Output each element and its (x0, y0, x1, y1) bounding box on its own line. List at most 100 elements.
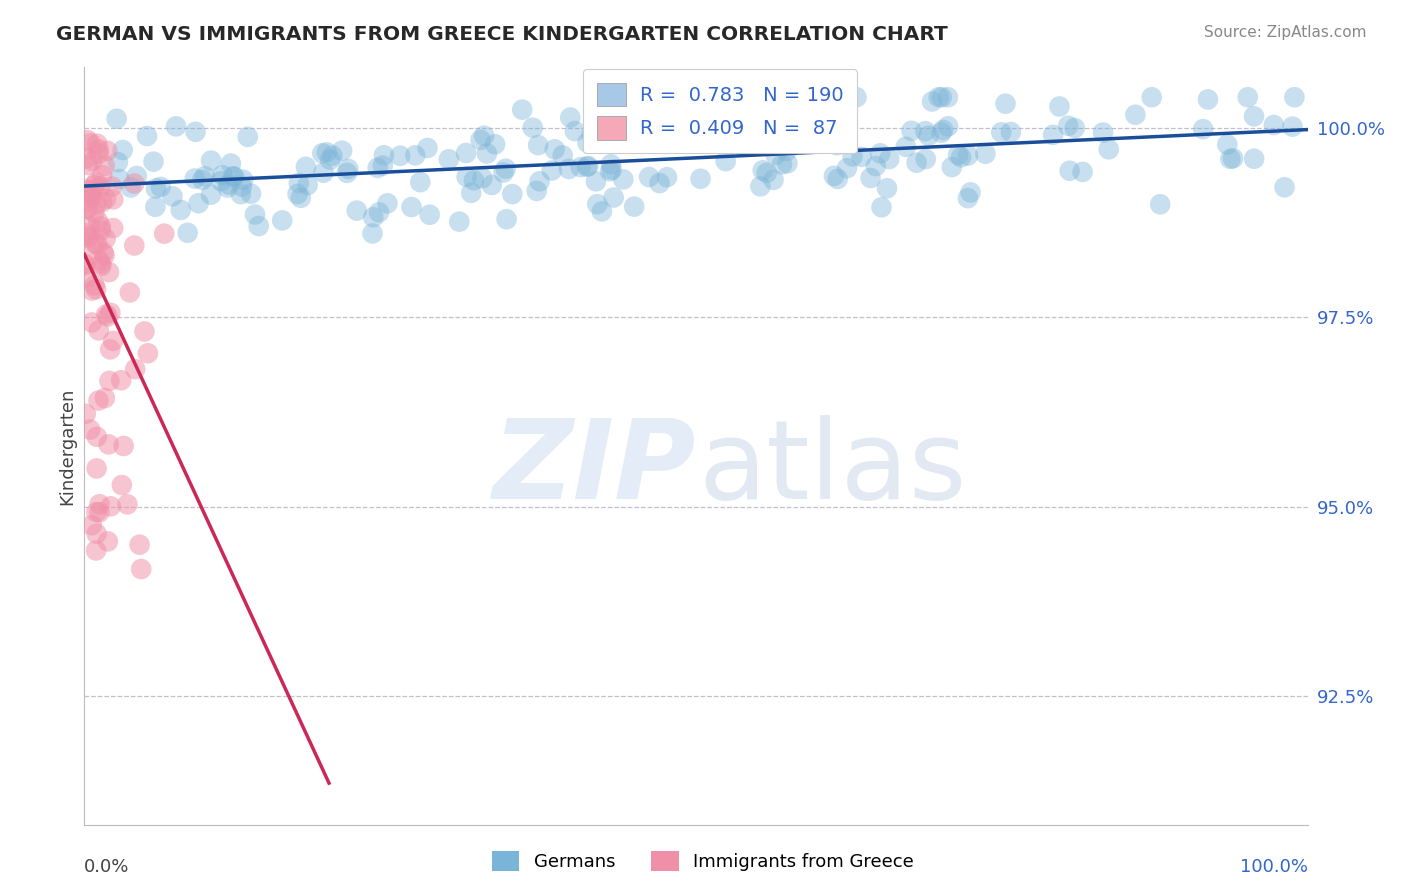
Point (271, 213, 294, 227)
Point (569, 160, 592, 174)
Point (582, 135, 605, 149)
Point (501, 187, 523, 202)
Point (361, 227, 384, 241)
Point (540, 163, 562, 178)
Point (200, 153, 222, 168)
Point (1219, 152, 1241, 166)
Point (401, 200, 423, 214)
Point (97, 534, 120, 549)
Point (209, 174, 232, 188)
Point (83, 206, 105, 220)
Point (1243, 152, 1265, 166)
Legend: Germans, Immigrants from Greece: Germans, Immigrants from Greece (485, 844, 921, 879)
Point (914, 152, 936, 166)
Point (165, 120, 187, 134)
Point (409, 175, 432, 189)
Point (775, 144, 797, 158)
Point (1192, 122, 1215, 136)
Point (703, 134, 725, 148)
Point (481, 178, 503, 192)
Point (111, 478, 134, 492)
Point (86, 430, 108, 444)
Point (315, 145, 337, 160)
Point (94, 391, 117, 405)
Legend: R =  0.783   N = 190, R =  0.409   N =  87: R = 0.783 N = 190, R = 0.409 N = 87 (583, 69, 858, 153)
Point (449, 214, 471, 228)
Point (124, 362, 146, 376)
Point (484, 137, 506, 152)
Point (576, 136, 599, 150)
Point (136, 346, 159, 360)
Point (336, 166, 359, 180)
Point (247, 219, 270, 233)
Point (94, 192, 117, 206)
Point (90, 257, 112, 271)
Point (91, 168, 114, 182)
Point (755, 166, 778, 180)
Point (217, 180, 239, 194)
Point (96, 308, 118, 322)
Point (551, 148, 574, 162)
Point (929, 126, 952, 140)
Point (1243, 109, 1265, 123)
Point (1059, 163, 1081, 178)
Point (921, 95, 943, 109)
Point (98, 343, 121, 357)
Point (98, 265, 121, 279)
Point (79, 423, 101, 437)
Point (596, 125, 619, 139)
Point (1000, 125, 1022, 139)
Point (931, 90, 953, 104)
Point (83, 278, 105, 293)
Point (576, 159, 599, 173)
Point (319, 153, 342, 167)
Point (941, 160, 963, 174)
Point (129, 562, 152, 576)
Point (770, 157, 793, 171)
Point (869, 146, 891, 161)
Point (367, 161, 389, 175)
Point (75, 152, 97, 166)
Point (75, 259, 97, 273)
Point (321, 149, 343, 163)
Point (243, 208, 266, 222)
Point (956, 191, 979, 205)
Point (823, 169, 845, 183)
Point (599, 164, 621, 178)
Point (936, 120, 959, 134)
Point (219, 156, 242, 170)
Point (1222, 152, 1244, 166)
Point (191, 173, 214, 187)
Point (950, 150, 973, 164)
Point (914, 124, 936, 138)
Point (162, 189, 184, 203)
Point (583, 120, 606, 135)
Text: Source: ZipAtlas.com: Source: ZipAtlas.com (1204, 25, 1367, 40)
Point (211, 168, 233, 182)
Point (932, 123, 955, 137)
Point (495, 161, 517, 176)
Point (613, 132, 636, 146)
Point (98, 374, 121, 388)
Point (576, 160, 599, 174)
Point (76, 158, 98, 172)
Point (492, 165, 515, 179)
Point (93, 248, 115, 262)
Point (600, 162, 623, 177)
Point (495, 212, 517, 227)
Point (229, 187, 252, 202)
Point (859, 171, 882, 186)
Point (100, 500, 122, 514)
Point (1063, 121, 1085, 136)
Point (877, 152, 900, 166)
Point (84, 282, 107, 296)
Point (93, 159, 115, 173)
Point (76, 133, 98, 147)
Point (112, 439, 135, 453)
Point (87, 146, 110, 161)
Point (218, 178, 240, 192)
Point (176, 226, 198, 240)
Point (905, 155, 928, 169)
Point (404, 148, 426, 162)
Point (80, 284, 103, 298)
